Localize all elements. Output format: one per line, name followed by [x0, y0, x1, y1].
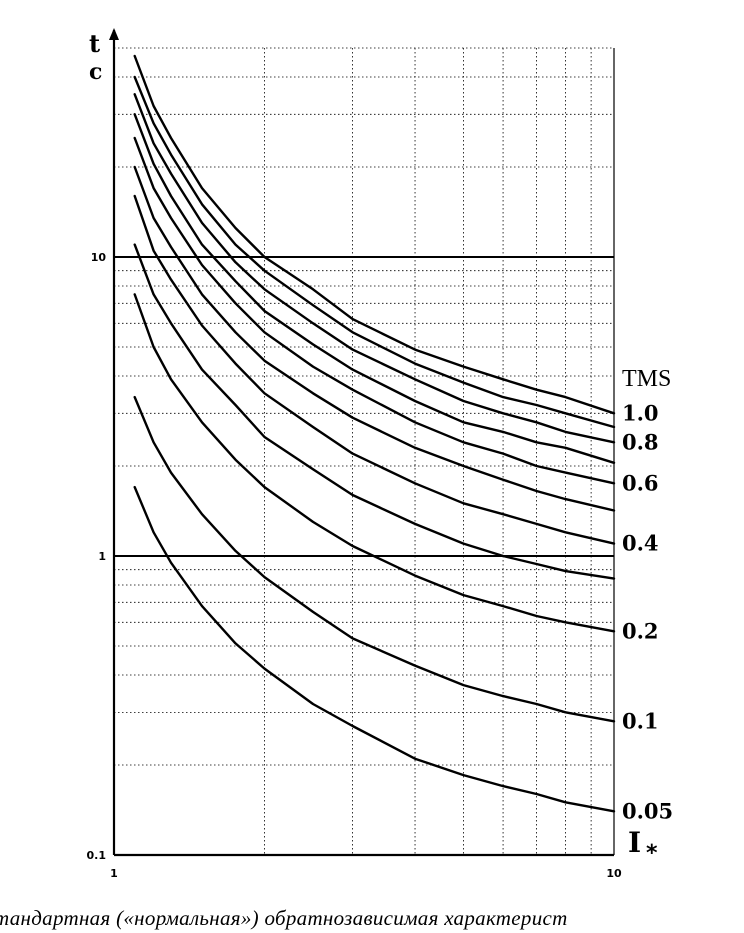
curve-1: [133, 75, 616, 429]
curve-4: [133, 136, 616, 485]
curve-3: [133, 113, 616, 464]
x-tick-label: 1: [110, 867, 118, 880]
y-axis-label: t: [89, 29, 100, 58]
legend-title: TMS: [622, 366, 671, 392]
curve-6: [133, 194, 616, 545]
y-tick-label: 0.1: [87, 849, 107, 862]
y-tick-label: 1: [98, 550, 106, 563]
figure-caption: тандартная («нормальная») обратнозависим…: [0, 906, 568, 930]
curve-label-0-1: 0.1: [622, 708, 659, 733]
curve-2: [133, 93, 616, 444]
curve-7: [133, 243, 616, 580]
curve-label-0-05: 0.05: [622, 798, 673, 823]
x-axis-label: I: [628, 826, 641, 859]
curve-5: [133, 165, 616, 512]
y-axis-arrow: [109, 28, 119, 40]
curve-10: [133, 485, 616, 813]
y-tick-label: 10: [91, 251, 107, 264]
curve-label-0-4: 0.4: [622, 531, 659, 556]
y-axis-unit: c: [89, 59, 102, 85]
curve-label-0-2: 0.2: [622, 618, 659, 643]
curve-label-0-6: 0.6: [622, 470, 659, 495]
curve-0: [133, 54, 616, 415]
curve-9: [133, 395, 616, 723]
curve-label-0-8: 0.8: [622, 429, 659, 454]
grid: [114, 47, 614, 855]
x-tick-label: 10: [606, 867, 622, 880]
curves: [133, 54, 616, 813]
curve-8: [133, 293, 616, 633]
axes: [109, 28, 615, 857]
curve-label-1-0: 1.0: [622, 400, 659, 425]
x-axis-label-sub: *: [646, 841, 658, 866]
